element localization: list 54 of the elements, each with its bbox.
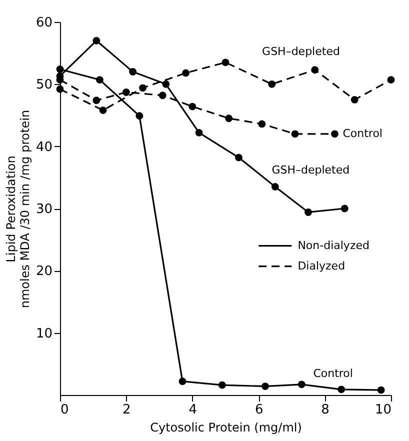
point bbox=[291, 130, 299, 138]
point bbox=[262, 382, 269, 390]
y-axis-title: Lipid Peroxidation nmoles MDA /30 min /mg protein bbox=[4, 110, 32, 308]
point bbox=[162, 80, 170, 88]
y-tick-label: 50 bbox=[36, 78, 52, 93]
point bbox=[298, 380, 306, 388]
point bbox=[92, 36, 100, 44]
point bbox=[99, 106, 107, 114]
point bbox=[129, 68, 137, 76]
point bbox=[56, 85, 64, 93]
y-tick-label: 30 bbox=[36, 202, 52, 217]
y-tick-label: 20 bbox=[36, 264, 52, 280]
point bbox=[377, 386, 385, 394]
point bbox=[387, 76, 395, 84]
point bbox=[195, 128, 203, 136]
y-tick-label: 40 bbox=[36, 140, 52, 155]
x-tick-label: 4 bbox=[188, 402, 198, 418]
point bbox=[56, 66, 64, 73]
point bbox=[271, 183, 279, 190]
point bbox=[350, 96, 358, 104]
x-tick-label: 8 bbox=[321, 402, 330, 418]
point bbox=[188, 102, 196, 110]
x-tick-label: 6 bbox=[254, 402, 264, 418]
point bbox=[311, 66, 319, 74]
point bbox=[304, 208, 312, 216]
annotation: Non-dialyzed bbox=[298, 238, 370, 252]
point bbox=[178, 378, 186, 386]
series-label: GSH–depleted bbox=[272, 164, 350, 176]
point bbox=[222, 58, 230, 66]
annotation: Dialyzed bbox=[298, 259, 346, 272]
x-tick-label: 2 bbox=[122, 402, 131, 418]
point bbox=[182, 69, 190, 77]
point bbox=[331, 130, 338, 138]
point bbox=[158, 92, 166, 100]
y-tick-label: 10 bbox=[36, 326, 52, 342]
series-label: GSH–depleted bbox=[262, 44, 340, 58]
x-tick-label: 0 bbox=[60, 402, 69, 418]
point bbox=[225, 114, 233, 122]
y-tick-label: 60 bbox=[36, 16, 52, 30]
x-axis-title: Cytosolic Protein (mg/ml) bbox=[150, 420, 302, 434]
point bbox=[235, 154, 242, 162]
point bbox=[92, 96, 100, 104]
point bbox=[139, 84, 146, 92]
point bbox=[218, 381, 226, 389]
point bbox=[268, 80, 276, 88]
point bbox=[136, 112, 144, 120]
point bbox=[338, 386, 346, 394]
series-label: Control bbox=[342, 126, 382, 140]
series-label: Control bbox=[313, 367, 353, 380]
point bbox=[96, 76, 104, 84]
x-tick-label: 10 bbox=[374, 402, 392, 418]
point bbox=[122, 88, 130, 96]
point bbox=[340, 204, 348, 212]
point bbox=[258, 120, 266, 128]
